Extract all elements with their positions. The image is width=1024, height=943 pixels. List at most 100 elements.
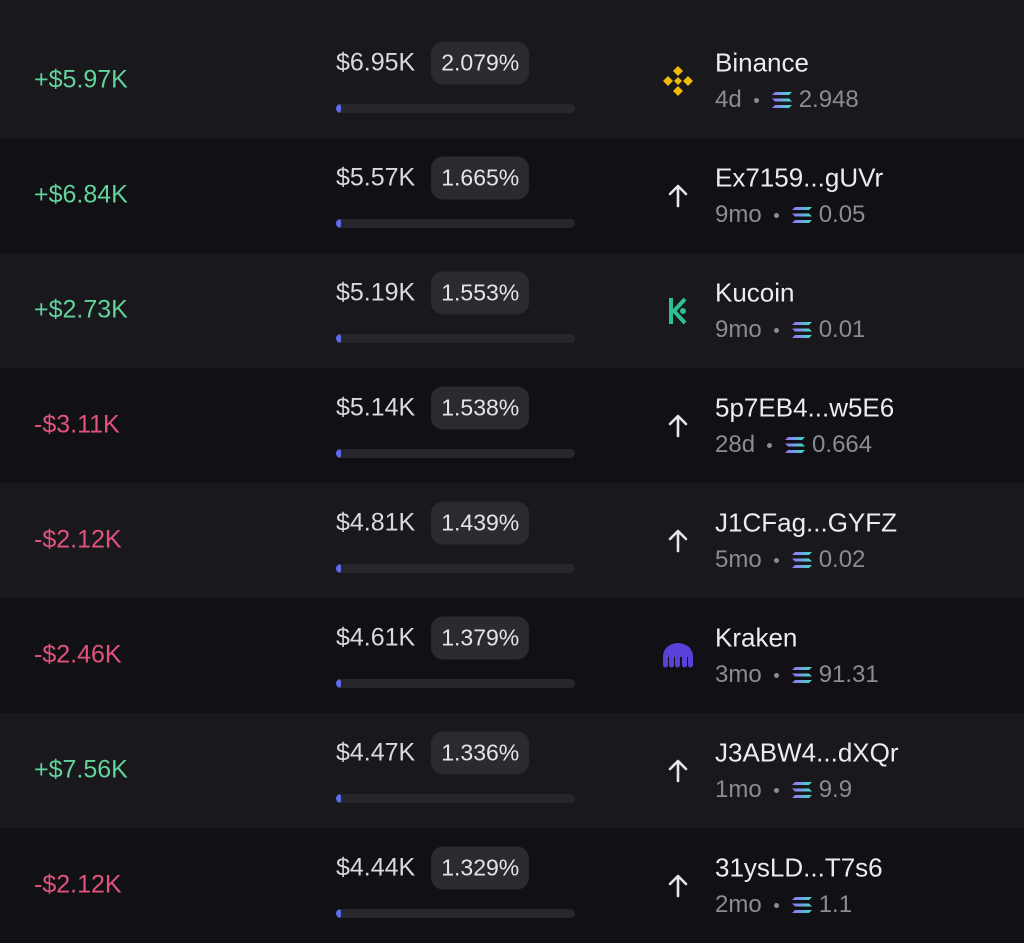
source-icon <box>661 294 695 328</box>
source-icon <box>661 639 695 673</box>
percent-pill: 1.439% <box>431 501 530 545</box>
percent-pill: 1.665% <box>431 156 530 200</box>
holder-row[interactable]: -$2.46K $4.61K 1.379% Kraken 3mo 91.31 <box>0 598 1024 713</box>
sol-icon <box>791 551 813 569</box>
holder-row[interactable]: -$3.11K $5.14K 1.538% 5p7EB4...w5E6 28d 0.… <box>0 368 1024 483</box>
share-bar <box>336 794 575 803</box>
holder-meta: 5mo 0.02 <box>715 546 865 574</box>
percent-pill: 1.553% <box>431 271 530 315</box>
share-bar <box>336 449 575 458</box>
share-bar <box>336 564 575 573</box>
holder-meta: 9mo 0.05 <box>715 201 865 229</box>
pnl: -$2.12K <box>34 525 122 554</box>
share-bar-fill <box>336 794 341 803</box>
holder-name[interactable]: Ex7159...gUVr <box>715 162 884 193</box>
sol-amount: 0.01 <box>818 316 866 343</box>
value-group: $4.47K 1.336% <box>336 731 530 775</box>
sol-amount: 0.664 <box>812 431 873 458</box>
value: $5.57K <box>336 163 416 192</box>
value: $6.95K <box>336 48 416 77</box>
share-bar <box>336 219 575 228</box>
percent-pill: 2.079% <box>431 41 530 85</box>
holder-name[interactable]: J3ABW4...dXQr <box>715 737 899 768</box>
percent-pill: 1.379% <box>431 616 530 660</box>
age: 2mo <box>715 891 762 918</box>
age: 9mo <box>715 201 762 228</box>
age: 1mo <box>715 776 762 803</box>
sol-amount: 1.1 <box>818 891 853 918</box>
sol-amount: 9.9 <box>818 776 853 803</box>
source-icon <box>661 754 695 788</box>
separator <box>773 672 779 678</box>
sol-icon <box>791 896 813 914</box>
holder-meta: 2mo 1.1 <box>715 891 852 919</box>
sol-icon <box>784 436 806 454</box>
separator <box>767 442 773 448</box>
separator <box>773 327 779 333</box>
holder-row[interactable]: -$2.12K $4.44K 1.329% 31ysLD...T7s6 2mo 1.… <box>0 828 1024 943</box>
value-group: $4.81K 1.439% <box>336 501 530 545</box>
holder-row[interactable]: +$7.56K $4.47K 1.336% J3ABW4...dXQr 1mo 9.… <box>0 713 1024 828</box>
pnl: +$5.97K <box>34 65 128 94</box>
source-icon <box>661 409 695 443</box>
sol-icon <box>771 91 793 109</box>
pnl: -$2.12K <box>34 870 122 899</box>
share-bar <box>336 909 575 918</box>
holder-name[interactable]: 31ysLD...T7s6 <box>715 852 883 883</box>
holder-meta: 9mo 0.01 <box>715 316 865 344</box>
holder-name[interactable]: Binance <box>715 47 809 78</box>
pnl: +$2.73K <box>34 295 128 324</box>
share-bar-fill <box>336 334 341 343</box>
value-group: $6.95K 2.079% <box>336 41 530 85</box>
share-bar-fill <box>336 679 341 688</box>
holder-name[interactable]: Kraken <box>715 622 798 653</box>
age: 3mo <box>715 661 762 688</box>
holder-row[interactable]: +$6.84K $5.57K 1.665% Ex7159...gUVr 9mo 0.… <box>0 138 1024 253</box>
age: 4d <box>715 86 742 113</box>
holder-row[interactable]: +$2.73K $5.19K 1.553% Kucoin 9mo 0.01 <box>0 253 1024 368</box>
sol-amount: 0.02 <box>818 546 866 573</box>
value: $5.14K <box>336 393 416 422</box>
sol-icon <box>791 206 813 224</box>
sol-icon <box>791 321 813 339</box>
share-bar-fill <box>336 564 341 573</box>
holder-meta: 1mo 9.9 <box>715 776 852 804</box>
share-bar-fill <box>336 219 341 228</box>
holder-name[interactable]: 5p7EB4...w5E6 <box>715 392 895 423</box>
pnl: +$6.84K <box>34 180 128 209</box>
value-group: $5.57K 1.665% <box>336 156 530 200</box>
pnl: +$7.56K <box>34 755 128 784</box>
value: $5.19K <box>336 278 416 307</box>
sol-amount: 2.948 <box>798 86 859 113</box>
value-group: $4.61K 1.379% <box>336 616 530 660</box>
percent-pill: 1.329% <box>431 846 530 890</box>
percent-pill: 1.336% <box>431 731 530 775</box>
source-icon <box>661 869 695 903</box>
source-icon <box>661 179 695 213</box>
separator <box>773 902 779 908</box>
age: 28d <box>715 431 756 458</box>
sol-amount: 91.31 <box>818 661 879 688</box>
value: $4.81K <box>336 508 416 537</box>
share-bar-fill <box>336 909 341 918</box>
separator <box>773 787 779 793</box>
holder-row[interactable]: +$5.97K $6.95K 2.079% Binance 4d 2.948 <box>0 23 1024 138</box>
separator <box>753 97 759 103</box>
share-bar-fill <box>336 104 341 113</box>
sol-icon <box>791 666 813 684</box>
value: $4.61K <box>336 623 416 652</box>
value-group: $5.14K 1.538% <box>336 386 530 430</box>
value-group: $5.19K 1.553% <box>336 271 530 315</box>
holder-row[interactable]: -$2.12K $4.81K 1.439% J1CFag...GYFZ 5mo 0.… <box>0 483 1024 598</box>
holder-name[interactable]: Kucoin <box>715 277 795 308</box>
share-bar-fill <box>336 449 341 458</box>
sol-icon <box>791 781 813 799</box>
pnl: -$2.46K <box>34 640 122 669</box>
holder-meta: 28d 0.664 <box>715 431 872 459</box>
age: 5mo <box>715 546 762 573</box>
value-group: $4.44K 1.329% <box>336 846 530 890</box>
separator <box>773 557 779 563</box>
holder-name[interactable]: J1CFag...GYFZ <box>715 507 898 538</box>
value: $4.47K <box>336 738 416 767</box>
share-bar <box>336 679 575 688</box>
